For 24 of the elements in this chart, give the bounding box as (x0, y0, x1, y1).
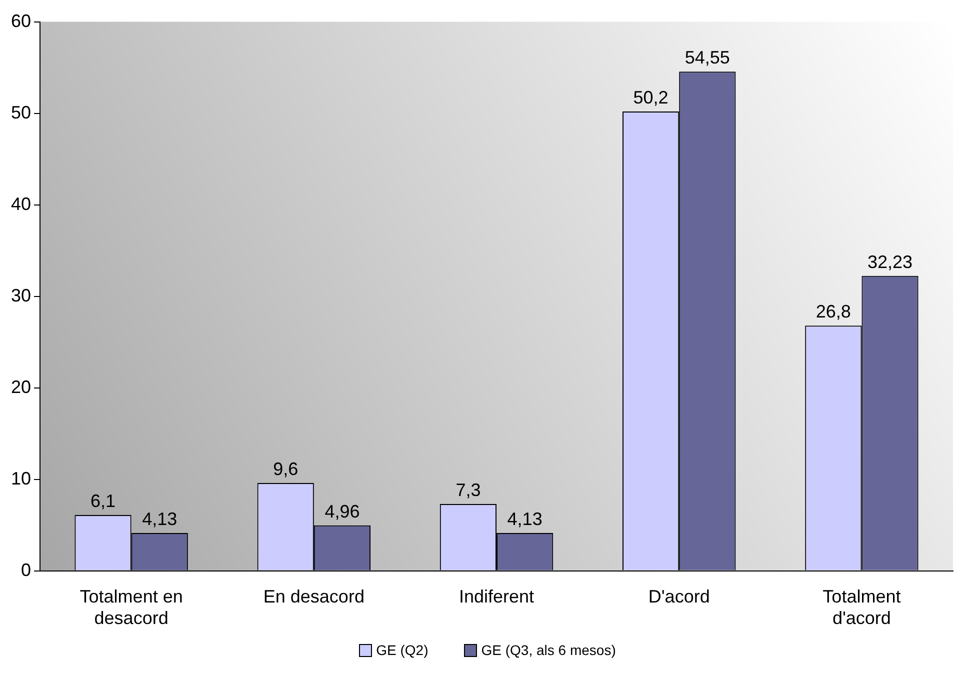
y-tick-label: 0 (21, 560, 32, 580)
y-tick-label: 60 (10, 10, 32, 31)
y-tick-label: 40 (10, 194, 32, 214)
data-label: 7,3 (456, 480, 481, 500)
x-tick-label: Totalment en desacord (80, 586, 183, 628)
data-label: 4,13 (507, 508, 542, 529)
data-label: 54,55 (684, 48, 730, 68)
legend-label: GE (Q2) (376, 642, 428, 658)
data-label: 32,23 (867, 252, 913, 272)
data-label: 26,8 (816, 302, 851, 322)
data-label: 4,13 (142, 508, 178, 529)
data-label: 4,96 (324, 501, 360, 522)
y-tick-label: 20 (10, 376, 32, 397)
y-tick-label: 10 (10, 468, 32, 488)
data-label: 50,2 (633, 87, 668, 108)
x-tick-label: Indiferent (458, 586, 534, 607)
y-tick-label: 30 (10, 285, 32, 306)
x-tick-label: En desacord (263, 586, 364, 607)
x-tick-label: D'acord (648, 586, 710, 607)
data-label: 9,6 (273, 458, 298, 479)
x-tick-label: Totalment d'acord (822, 586, 901, 628)
data-label: 6,1 (90, 490, 116, 511)
y-tick-label: 50 (10, 102, 32, 122)
legend-label: GE (Q3, als 6 mesos) (481, 642, 616, 658)
